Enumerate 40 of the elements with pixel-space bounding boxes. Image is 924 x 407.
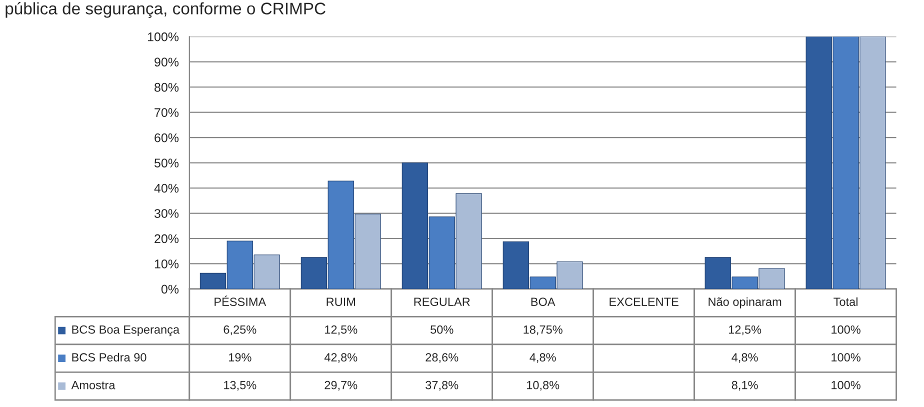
y-tick-label: 0%	[161, 284, 179, 294]
x-tick-label: Não opinaram	[708, 297, 782, 308]
y-tick-label: 60%	[154, 133, 179, 142]
y-tick-label: 40%	[154, 184, 179, 193]
data-label: 4,8%	[732, 353, 758, 363]
data-label: 37,8%	[426, 380, 458, 391]
data-label: 4,8%	[530, 353, 556, 363]
x-tick-label: BOA	[531, 298, 556, 306]
data-label: 8,1%	[732, 380, 758, 391]
legend-label: Amostra	[71, 381, 116, 390]
data-label: 18,75%	[524, 325, 562, 336]
x-tick-label: Total	[834, 297, 858, 306]
data-label: 28,6%	[426, 353, 458, 363]
data-label: 50%	[430, 325, 454, 334]
data-label: 10,8%	[527, 380, 560, 391]
data-label: 29,7%	[324, 380, 358, 391]
x-tick-label: RUIM	[326, 298, 356, 306]
data-label: 19%	[228, 353, 252, 362]
y-tick-label: 80%	[154, 82, 179, 92]
chart-title: pública de segurança, conforme o CRIMPC	[6, 2, 326, 18]
data-label: 100%	[832, 353, 860, 362]
x-tick-label: EXCELENTE	[610, 298, 678, 306]
y-tick-label: 10%	[154, 260, 179, 268]
legend-label: BCS Pedra 90	[72, 352, 146, 362]
y-tick-label: 70%	[154, 108, 179, 117]
data-label: 6,25%	[224, 325, 256, 336]
y-tick-label: 20%	[154, 234, 179, 244]
y-tick-label: 50%	[154, 158, 179, 168]
data-label: 12,5%	[728, 325, 762, 336]
data-label: 12,5%	[325, 325, 358, 336]
data-label: 100%	[832, 380, 860, 390]
data-label: 13,5%	[224, 380, 256, 391]
x-tick-label: PÉSSIMA	[214, 296, 266, 306]
data-label: 42,8%	[324, 353, 358, 363]
y-tick-label: 30%	[154, 209, 179, 218]
data-label: 100%	[832, 325, 860, 334]
x-tick-label: REGULAR	[414, 298, 470, 306]
y-tick-label: 100%	[148, 32, 179, 42]
legend-label: BCS Boa Esperança	[72, 325, 180, 336]
y-tick-label: 90%	[154, 58, 179, 67]
